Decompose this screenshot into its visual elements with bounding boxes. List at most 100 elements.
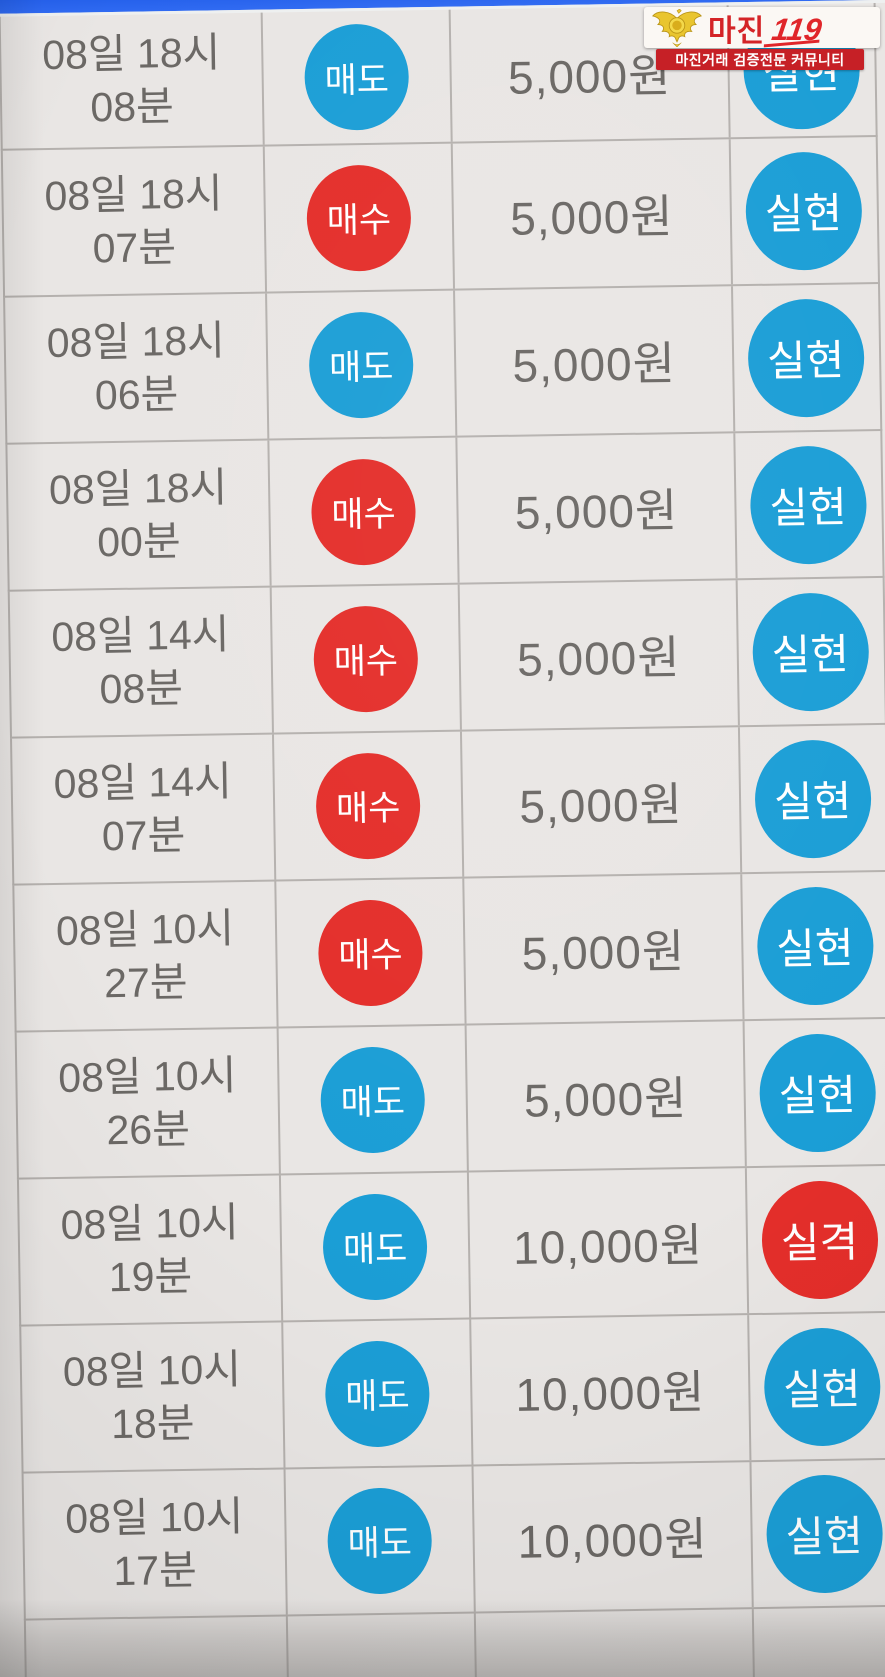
trade-minute: 19분 xyxy=(108,1252,193,1300)
trade-status-cell: 실현 xyxy=(751,1460,885,1607)
trade-date-hour: 08일 14시 xyxy=(51,610,230,660)
trade-date-hour: 08일 14시 xyxy=(53,757,233,807)
trade-row[interactable]: 08일 18시 06분 매도 5,000원 실현 xyxy=(3,283,883,445)
trade-date-hour: 08일 18시 xyxy=(46,316,226,366)
trade-minute: 07분 xyxy=(101,811,186,859)
trade-status-cell: 실현 xyxy=(740,725,885,872)
trade-amount-cell: 5,000원 xyxy=(464,874,745,1024)
logo-brand-number: 119 xyxy=(769,11,825,47)
trade-row[interactable]: 08일 10시 17분 매도 10,000원 실현 xyxy=(21,1459,885,1621)
trade-time-cell: 08일 10시 19분 xyxy=(18,1175,284,1325)
trade-amount-cell: 10,000원 xyxy=(471,1315,752,1465)
logo-tagline: 마진거래 검증전문 커뮤니티 xyxy=(656,49,864,70)
trade-time-cell: 08일 10시 27분 xyxy=(14,881,279,1031)
trade-amount-cell: 5,000원 xyxy=(457,433,738,583)
trade-status-cell: 실격 xyxy=(747,1166,885,1313)
trade-side-cell: 매도 xyxy=(285,1466,476,1615)
trade-row[interactable]: 08일 10시 26분 매도 5,000원 실현 xyxy=(14,1018,885,1180)
trade-status-cell: 실현 xyxy=(742,872,885,1019)
trade-row[interactable]: 08일 10시 18분 매도 10,000원 실현 xyxy=(19,1312,885,1474)
empty-time-cell xyxy=(25,1616,290,1677)
trade-status-cell: 실현 xyxy=(735,431,880,578)
status-badge: 실격 xyxy=(760,1179,879,1300)
trade-minute: 08분 xyxy=(90,83,175,131)
trade-minute: 26분 xyxy=(106,1105,191,1153)
trade-date-hour: 08일 10시 xyxy=(57,1051,237,1101)
trade-amount: 5,000원 xyxy=(521,924,686,980)
trade-time-cell: 08일 10시 17분 xyxy=(23,1469,288,1619)
trade-amount-cell: 5,000원 xyxy=(452,139,733,289)
logo-box: 마진 119 xyxy=(644,7,880,48)
trade-time-cell: 08일 18시 00분 xyxy=(7,440,272,590)
trade-status-cell: 실현 xyxy=(749,1313,885,1460)
trade-status-cell: 실현 xyxy=(731,137,876,284)
trade-date-hour: 08일 10시 xyxy=(64,1492,244,1542)
trade-row[interactable]: 08일 14시 08분 매수 5,000원 실현 xyxy=(7,577,885,739)
logo-brand-korean: 마진 xyxy=(708,14,766,48)
trade-amount: 5,000원 xyxy=(514,483,679,539)
trade-time-cell: 08일 18시 08분 xyxy=(0,12,265,149)
trade-row[interactable]: 08일 10시 19분 매도 10,000원 실격 xyxy=(16,1165,885,1327)
trade-side-cell: 매도 xyxy=(280,1172,472,1321)
status-badge: 실현 xyxy=(758,1032,877,1153)
trade-side-cell: 매도 xyxy=(278,1025,469,1174)
trade-amount: 10,000원 xyxy=(517,1512,709,1568)
trade-side-cell: 매수 xyxy=(276,878,467,1027)
watermark-logo: 마진 119 마진거래 검증전문 커뮤니티 xyxy=(644,7,880,70)
trade-amount-cell: 5,000원 xyxy=(459,580,740,730)
side-badge: 매수 xyxy=(315,751,421,860)
empty-side-cell xyxy=(287,1613,478,1677)
trade-amount: 5,000원 xyxy=(509,189,675,245)
trade-minute: 00분 xyxy=(96,517,181,565)
side-badge: 매도 xyxy=(319,1045,426,1154)
trade-side-cell: 매수 xyxy=(264,143,456,292)
side-badge: 매수 xyxy=(312,604,419,713)
status-badge: 실현 xyxy=(751,591,870,712)
trade-status-cell: 실현 xyxy=(733,284,878,431)
trade-row[interactable]: 08일 18시 07분 매수 5,000원 실현 xyxy=(0,136,880,298)
trade-time-cell: 08일 14시 07분 xyxy=(12,734,277,884)
trade-row[interactable]: 08일 18시 00분 매수 5,000원 실현 xyxy=(5,430,885,592)
trade-row[interactable]: 08일 14시 07분 매수 5,000원 실현 xyxy=(10,724,885,886)
trade-date-hour: 08일 18시 xyxy=(44,169,223,219)
trade-row[interactable]: 08일 10시 27분 매수 5,000원 실현 xyxy=(12,871,885,1033)
trade-side-cell: 매도 xyxy=(283,1319,474,1468)
side-badge: 매도 xyxy=(326,1486,433,1595)
trade-amount-cell: 10,000원 xyxy=(468,1168,750,1318)
eagle-emblem-icon xyxy=(652,8,702,47)
trade-amount: 5,000원 xyxy=(523,1071,688,1127)
side-badge: 매도 xyxy=(303,23,410,131)
status-badge: 실현 xyxy=(755,885,874,1006)
trade-time-cell: 08일 10시 26분 xyxy=(16,1028,281,1178)
trade-amount: 10,000원 xyxy=(512,1218,704,1274)
status-badge: 실현 xyxy=(746,297,865,418)
side-badge: 매도 xyxy=(322,1192,428,1301)
trade-side-cell: 매수 xyxy=(273,731,465,880)
trade-amount-cell: 5,000원 xyxy=(461,727,743,877)
empty-amount-cell xyxy=(475,1609,756,1677)
side-badge: 매수 xyxy=(317,898,424,1007)
trade-minute: 17분 xyxy=(113,1546,198,1594)
trade-date-hour: 08일 18시 xyxy=(41,29,221,79)
trade-amount: 5,000원 xyxy=(516,630,681,686)
trade-date-hour: 08일 10시 xyxy=(62,1345,242,1395)
trade-time-cell: 08일 18시 06분 xyxy=(5,293,270,443)
status-badge: 실현 xyxy=(762,1326,881,1447)
trade-side-cell: 매도 xyxy=(267,290,458,439)
trade-amount: 5,000원 xyxy=(512,336,677,392)
trade-minute: 27분 xyxy=(103,958,188,1006)
trade-amount: 10,000원 xyxy=(514,1365,706,1421)
side-badge: 매수 xyxy=(310,457,417,566)
trade-time-cell: 08일 18시 07분 xyxy=(2,146,268,296)
trade-side-cell: 매수 xyxy=(271,584,462,733)
trade-status-cell: 실현 xyxy=(738,578,883,725)
side-badge: 매수 xyxy=(306,163,412,272)
trade-date-hour: 08일 18시 xyxy=(48,463,228,513)
side-badge: 매도 xyxy=(308,310,415,419)
trade-date-hour: 08일 10시 xyxy=(55,904,235,954)
trade-minute: 06분 xyxy=(94,370,179,418)
status-badge: 실현 xyxy=(753,738,872,859)
trade-amount-cell: 5,000원 xyxy=(466,1021,747,1171)
